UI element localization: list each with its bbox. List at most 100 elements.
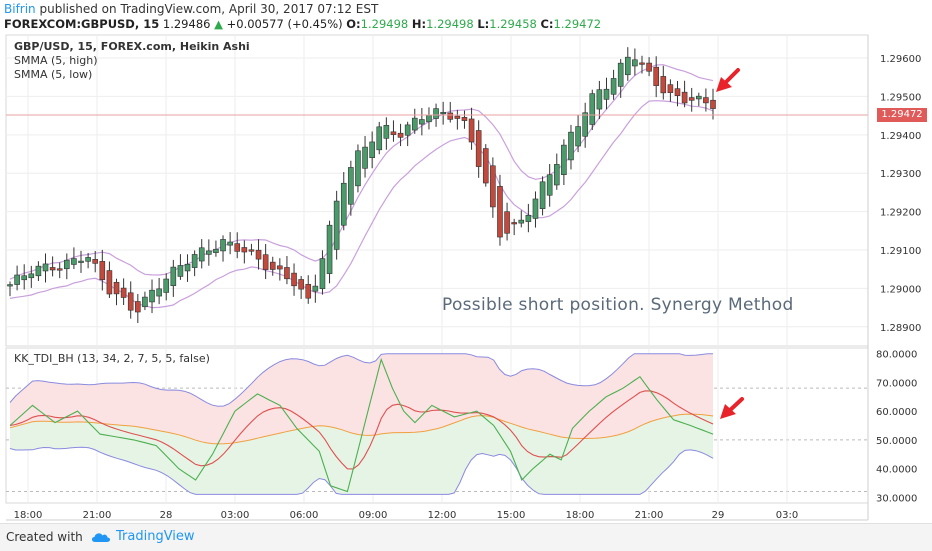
candle [14, 274, 20, 285]
candle [461, 117, 468, 121]
candle [355, 150, 361, 187]
smma-low-line [9, 100, 714, 309]
candle [99, 261, 106, 281]
price-tick-label: 1.28900 [880, 323, 921, 334]
candle [92, 259, 99, 264]
lower-band-fill [10, 414, 713, 495]
candle [28, 273, 35, 279]
price-tick-label: 1.29200 [880, 208, 921, 219]
candle [78, 260, 84, 263]
candle [695, 95, 702, 100]
upper-band-line [9, 353, 714, 407]
candle [56, 268, 63, 271]
candle [248, 249, 255, 252]
candle [277, 265, 283, 270]
indicator-bands [10, 353, 713, 495]
candle [149, 289, 155, 303]
tradingview-cloud-icon [91, 532, 111, 542]
candle [213, 248, 219, 253]
candle [284, 267, 290, 280]
candle [64, 259, 70, 270]
candle [127, 292, 134, 311]
candle [177, 265, 184, 277]
candle [610, 78, 617, 95]
candle [681, 91, 688, 104]
candle [568, 131, 574, 161]
candle [113, 281, 120, 295]
open-value: 1.29498 [360, 17, 409, 31]
candle [362, 146, 368, 169]
upper-band-fill [10, 353, 713, 444]
candle [206, 250, 212, 255]
indicator-tick-label: 70.0000 [876, 378, 917, 389]
candle [170, 266, 177, 287]
candle [49, 267, 56, 271]
price-tick-label: 1.29500 [880, 92, 921, 103]
candle [603, 88, 610, 100]
candle [312, 285, 319, 292]
candle [120, 287, 127, 298]
last-price: 1.29486 [162, 17, 211, 31]
candle [376, 126, 383, 151]
candle [688, 97, 695, 101]
candle [546, 174, 553, 196]
indicator-tick-label: 60.0000 [876, 407, 917, 418]
tradingview-link[interactable]: TradingView [90, 529, 195, 544]
lower-band-line [9, 446, 714, 495]
smma-low-legend[interactable]: SMMA (5, low) [14, 68, 93, 81]
candle [241, 247, 248, 253]
candle [646, 62, 652, 72]
candle [333, 200, 340, 250]
candle [404, 124, 411, 136]
close-label: C: [540, 17, 554, 31]
candle [710, 99, 716, 109]
candle [596, 89, 603, 110]
candle [582, 112, 588, 137]
candle [624, 56, 631, 76]
candle [561, 144, 567, 175]
time-tick-label: 06:00 [290, 510, 319, 521]
tradingview-brand[interactable]: TradingView [116, 529, 195, 544]
rsi-price-line [9, 357, 714, 493]
candle [553, 164, 560, 186]
candle [326, 224, 333, 274]
chart-annotation[interactable]: Possible short position. Synergy Method [442, 295, 794, 315]
indicator-legend[interactable]: KK_TDI_BH (13, 34, 2, 7, 5, 5, false) [14, 352, 210, 365]
time-tick-label: 29 [712, 510, 725, 521]
symbol-name[interactable]: FOREXCOM:GBPUSD, 15 [4, 17, 160, 31]
smma-lines [9, 64, 714, 309]
price-tick-label: 1.29400 [880, 131, 921, 142]
low-label: L: [477, 17, 490, 31]
indicator-tick-label: 80.0000 [876, 350, 917, 361]
candle [42, 263, 49, 272]
main-legend-title[interactable]: GBP/USD, 15, FOREX.com, Heikin Ashi [14, 40, 250, 53]
candle [532, 198, 539, 219]
author-link[interactable]: Bifrin [4, 2, 36, 16]
candle [397, 132, 404, 138]
candle [298, 279, 304, 290]
candle [447, 112, 454, 120]
price-tick-label: 1.29000 [880, 284, 921, 295]
tdi-lines [9, 353, 714, 495]
high-value: 1.29498 [426, 17, 474, 31]
high-label: H: [411, 17, 427, 31]
indicator-tick-label: 40.0000 [876, 465, 917, 476]
published-text: published on TradingView.com, April 30, … [39, 2, 379, 16]
candle [504, 211, 510, 234]
signal-line [9, 390, 714, 470]
open-label: O: [346, 17, 361, 31]
triangle-up-icon: ▲ [214, 17, 223, 31]
candle [440, 112, 446, 115]
candle [135, 301, 141, 313]
candle [85, 257, 91, 262]
candle [390, 131, 397, 135]
candle [305, 283, 312, 299]
smma-high-legend[interactable]: SMMA (5, high) [14, 54, 98, 67]
time-tick-label: 03:00 [221, 510, 250, 521]
candle [497, 186, 503, 238]
candle [454, 115, 461, 119]
candle [319, 258, 326, 289]
indicator-tick-label: 50.0000 [876, 436, 917, 447]
candle [411, 117, 418, 131]
